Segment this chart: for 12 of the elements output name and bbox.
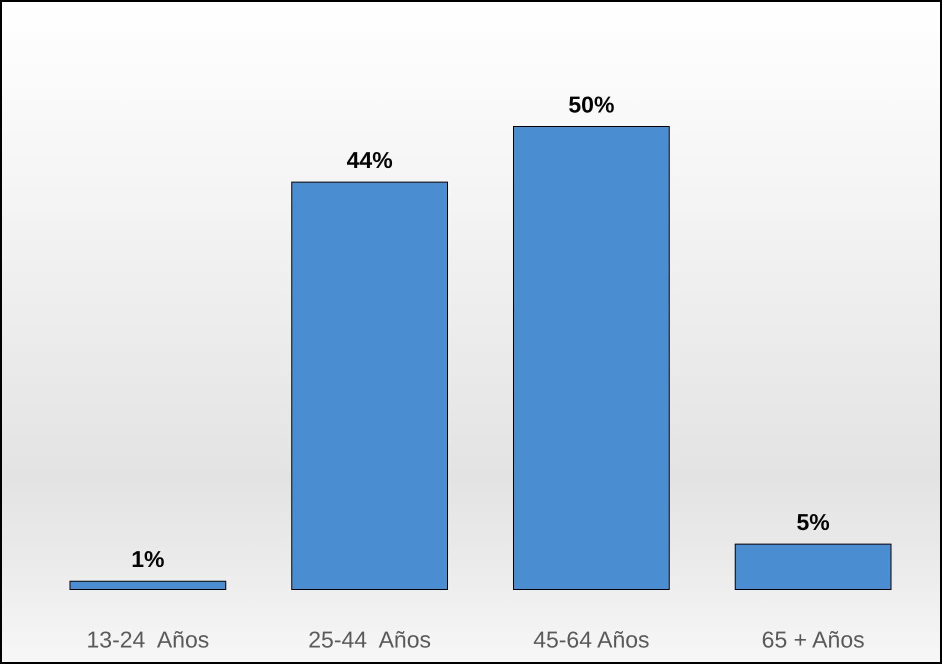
data-label: 1% bbox=[131, 546, 164, 572]
bar bbox=[69, 580, 226, 590]
data-label: 5% bbox=[796, 509, 830, 536]
x-tick-label: 65 + Años bbox=[762, 626, 865, 652]
data-label: 44% bbox=[346, 147, 393, 174]
bar bbox=[734, 544, 892, 590]
bar bbox=[512, 126, 670, 590]
x-tick-label: 25-44 Años bbox=[308, 626, 432, 652]
data-label: 50% bbox=[568, 92, 614, 118]
x-tick-label: 45-64 Años bbox=[533, 626, 650, 652]
bar bbox=[291, 182, 448, 590]
x-tick-label: 13-24 Años bbox=[86, 626, 210, 652]
